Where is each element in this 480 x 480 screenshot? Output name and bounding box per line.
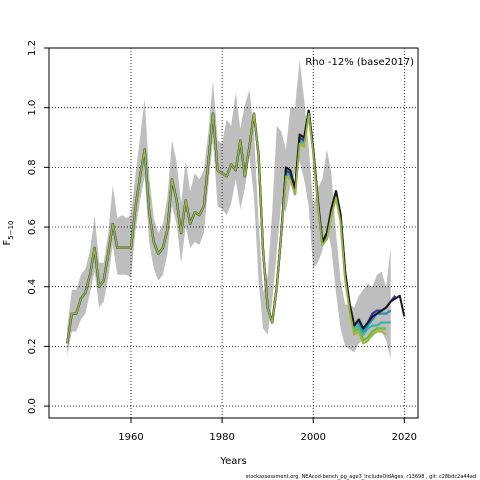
y-axis-title-main: F	[2, 240, 13, 246]
y-tick-label: 0.2	[27, 338, 38, 354]
plot-frame	[48, 47, 419, 419]
y-tick-label: 1.0	[27, 100, 38, 116]
y-tick-label: 0.8	[27, 159, 38, 175]
axes: 1960 1980 2000 2020 0.0 0.2 0.4 0.6 0.8 1.0 1.2	[27, 40, 417, 443]
y-axis-title: F5−10	[2, 221, 15, 246]
series-line-overlay	[66, 112, 387, 345]
footer-note: stockassessment.org, NEAcod-bench_pg_age…	[246, 474, 476, 480]
x-tick-label: 2000	[300, 432, 325, 443]
y-axis-title-subscript: 5−10	[7, 221, 15, 240]
x-tick-label: 1980	[209, 432, 234, 443]
series-lines	[66, 109, 406, 345]
y-tick-label: 0.4	[27, 279, 38, 295]
rho-annotation: Rho -12% (base2017)	[305, 57, 414, 68]
x-axis-title: Years	[219, 456, 246, 467]
x-tick-label: 1960	[118, 432, 143, 443]
y-tick-label: 0.6	[27, 219, 38, 235]
gridlines	[49, 47, 418, 418]
y-tick-label: 0.0	[27, 398, 38, 414]
confidence-band	[67, 59, 391, 359]
x-tick-label: 2020	[392, 432, 417, 443]
y-tick-label: 1.2	[27, 40, 38, 56]
confidence-band-layer	[67, 59, 391, 359]
